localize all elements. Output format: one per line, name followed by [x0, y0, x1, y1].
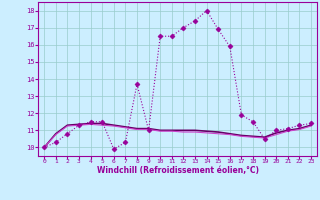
X-axis label: Windchill (Refroidissement éolien,°C): Windchill (Refroidissement éolien,°C) [97, 166, 259, 175]
